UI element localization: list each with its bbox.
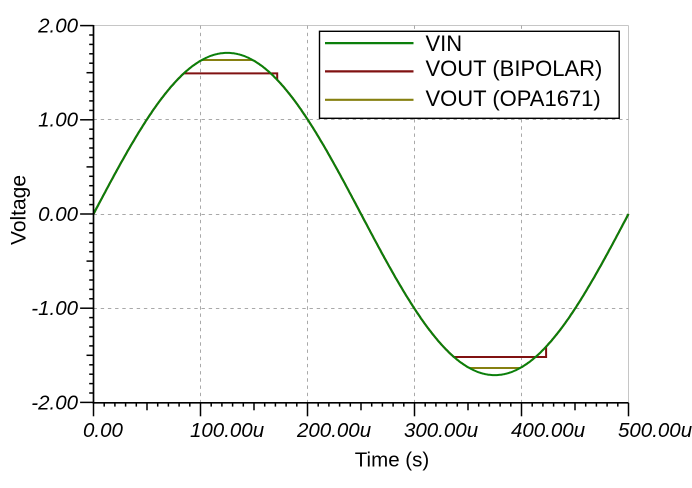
svg-text:0.00: 0.00	[83, 419, 123, 442]
svg-text:100.00u: 100.00u	[190, 419, 264, 442]
svg-text:1.00: 1.00	[38, 109, 78, 132]
svg-text:-1.00: -1.00	[31, 297, 78, 320]
svg-text:200.00u: 200.00u	[296, 419, 371, 442]
svg-text:VOUT (BIPOLAR): VOUT (BIPOLAR)	[426, 56, 603, 81]
svg-text:2.00: 2.00	[37, 15, 78, 38]
svg-text:Time (s): Time (s)	[355, 449, 429, 472]
svg-text:0.00: 0.00	[38, 203, 78, 226]
svg-text:500.00u: 500.00u	[618, 419, 692, 442]
svg-text:VIN: VIN	[426, 31, 463, 56]
svg-text:Voltage: Voltage	[8, 175, 31, 245]
svg-text:400.00u: 400.00u	[511, 419, 585, 442]
svg-text:-2.00: -2.00	[31, 391, 78, 414]
svg-text:300.00u: 300.00u	[404, 419, 478, 442]
svg-text:VOUT (OPA1671): VOUT (OPA1671)	[426, 86, 601, 111]
